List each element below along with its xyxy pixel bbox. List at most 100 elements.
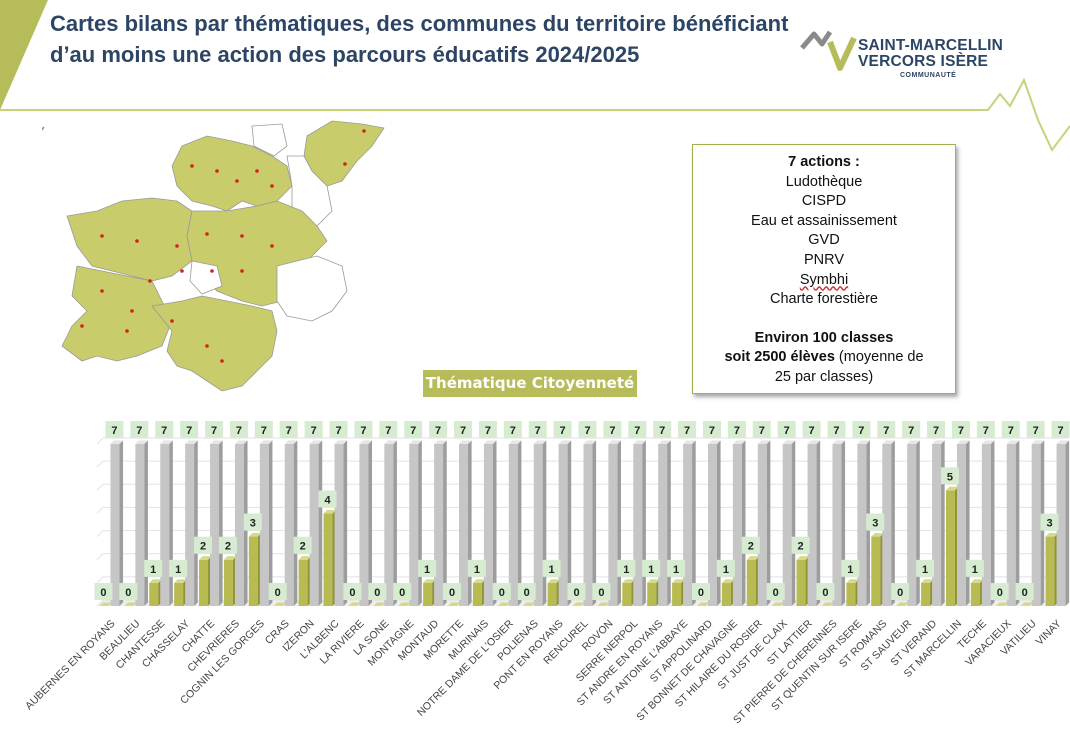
bar-olive [348,602,362,606]
action-item: CISPD [801,193,847,210]
gridline-depth [96,483,104,491]
bar-gray [981,440,995,606]
svg-text:1: 1 [474,564,480,576]
data-label-total: 7 [628,421,647,438]
svg-text:7: 7 [709,425,715,437]
bar-olive [821,602,835,606]
bar-gray [757,440,771,606]
bar-olive [746,556,760,606]
spacer [693,310,955,329]
bar-olive [223,556,237,606]
svg-text:7: 7 [261,425,267,437]
bar-olive [647,579,660,606]
svg-text:0: 0 [773,587,779,599]
students-line: soit 2500 élèves (moyenne de [693,348,955,368]
data-label-value: 0 [567,583,586,600]
bar-gray [807,440,821,606]
bar-gray [309,440,323,606]
svg-text:1: 1 [150,564,156,576]
svg-text:3: 3 [872,518,878,530]
data-label-value: 0 [691,583,710,600]
title-line-2: d’au moins une action des parcours éduca… [50,42,640,67]
data-label-total: 7 [951,421,970,438]
title-line-1: Cartes bilans par thématiques, des commu… [50,11,789,36]
actions-info-box: 7 actions : Ludothèque CISPD Eau et assa… [692,144,956,394]
gridline-depth [96,576,104,584]
data-label-value: 0 [94,583,113,600]
svg-text:7: 7 [535,425,541,437]
data-label-total: 7 [155,421,174,438]
data-label-value: 0 [766,583,785,600]
data-label-value: 2 [218,536,237,554]
data-label-value: 0 [1015,583,1034,600]
bar-gray [608,440,621,606]
bar-olive [298,556,312,606]
data-label-value: 0 [368,583,387,600]
bar-olive [597,602,610,606]
data-label-value: 0 [492,583,511,600]
bar-olive [373,602,386,606]
logo-text-line-3: COMMUNAUTÉ [900,72,957,79]
data-label-value: 1 [642,559,661,577]
svg-text:0: 0 [1022,587,1028,599]
gridline-depth [96,530,104,537]
data-label-total: 7 [827,421,846,438]
svg-text:7: 7 [410,425,416,437]
bar-olive [472,579,486,606]
svg-text:1: 1 [648,564,654,576]
data-label-value: 1 [667,559,686,577]
data-label-total: 7 [379,421,398,438]
svg-text:1: 1 [175,564,181,576]
svg-text:7: 7 [983,425,989,437]
svg-text:7: 7 [933,425,939,437]
bar-gray [956,440,970,606]
svg-text:7: 7 [784,425,790,437]
data-label-total: 7 [304,421,323,438]
data-label-value: 3 [866,513,885,531]
svg-text:7: 7 [609,425,615,437]
svg-text:7: 7 [186,425,192,437]
logo-text-line-1: SAINT-MARCELLIN [858,37,1004,54]
data-label-value: 2 [194,536,213,554]
svg-text:7: 7 [236,425,242,437]
data-label-total: 7 [902,421,921,438]
svg-text:7: 7 [684,425,690,437]
data-label-total: 7 [478,421,497,438]
svg-text:1: 1 [922,564,928,576]
svg-text:1: 1 [673,564,679,576]
action-item: Eau et assainissement [751,212,897,229]
bar-gray [259,440,273,606]
gridline-depth [96,553,104,561]
svg-text:0: 0 [499,587,505,599]
data-label-value: 1 [542,559,561,577]
svg-text:2: 2 [200,541,206,553]
bar-gray [907,440,920,606]
category-label: AUBERNES EN ROYANS [23,618,118,713]
svg-text:7: 7 [833,425,839,437]
data-label-value: 1 [841,559,860,577]
svg-text:2: 2 [300,541,306,553]
map-region-white-southeast [276,255,348,322]
bar-olive [921,579,934,606]
logo-text-line-2: VERCORS ISÈRE [858,53,989,70]
svg-text:7: 7 [435,425,441,437]
svg-text:0: 0 [598,587,604,599]
bar-olive [398,602,411,606]
svg-text:7: 7 [211,425,217,437]
bar-gray [583,440,597,606]
data-label-value: 1 [144,559,163,577]
data-label-total: 7 [454,421,473,438]
svg-text:7: 7 [809,425,815,437]
bar-olive [945,486,959,606]
data-label-total: 7 [1001,421,1020,438]
svg-text:1: 1 [549,564,555,576]
data-label-total: 7 [229,421,248,438]
action-item: Ludothèque [785,173,863,190]
action-item: GVD [808,232,840,249]
bar-gray [185,440,198,606]
bar-olive [174,579,187,606]
svg-text:0: 0 [349,587,355,599]
data-label-total: 7 [702,421,721,438]
data-label-value: 3 [1040,513,1059,531]
svg-text:1: 1 [723,564,729,576]
